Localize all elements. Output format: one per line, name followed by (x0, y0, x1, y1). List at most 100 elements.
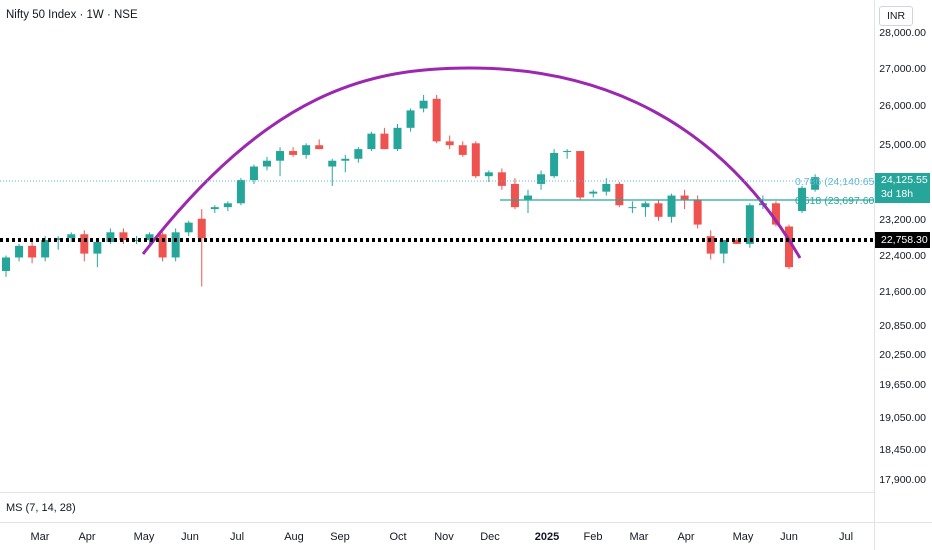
candle-body (2, 257, 10, 272)
candle-body (589, 191, 598, 194)
time-tick-label: Sep (330, 531, 350, 543)
candle-body (132, 240, 141, 242)
candle-body (732, 240, 741, 244)
dotted-level-badge: 22,758.30 (875, 232, 930, 248)
time-axis-separator (0, 522, 932, 523)
candle-body (184, 222, 193, 233)
time-tick-label: Jul (838, 531, 854, 543)
time-tick-label: Jun (780, 531, 798, 543)
candle-body (693, 199, 702, 225)
candle-body (510, 183, 519, 208)
candle-body (119, 232, 128, 241)
candle-body (158, 234, 167, 258)
price-tick-label: 27,000.00 (879, 63, 926, 75)
candle-body (328, 160, 337, 167)
candle-body (210, 207, 219, 210)
candle-body (667, 195, 676, 217)
currency-button[interactable]: INR (879, 6, 913, 26)
candle-body (54, 238, 63, 241)
time-tick-label: Dec (480, 531, 500, 543)
price-tick-label: 19,050.00 (879, 412, 926, 424)
candle-body (445, 141, 454, 146)
time-tick-label: Mar (629, 531, 649, 543)
candle-body (28, 245, 37, 258)
candle-body (550, 152, 559, 177)
candle-body (263, 160, 271, 167)
candle-body (367, 133, 376, 150)
time-tick-label: Apr (677, 531, 695, 543)
candle-body (80, 234, 89, 254)
candle-body (171, 232, 180, 258)
candles-layer (2, 94, 820, 287)
fib-618-label: 0.618 (23,697.60) (795, 195, 874, 207)
candle-body (719, 240, 728, 254)
price-tick-label: 17,900.00 (879, 474, 926, 486)
time-tick-label: May (732, 531, 754, 543)
candle-body (654, 203, 663, 217)
price-chart[interactable]: 0.786 (24,140.65) 0.618 (23,697.60) (0, 0, 874, 490)
candle-body (576, 151, 585, 198)
time-axis[interactable]: Mar Apr May Jun Jul Aug Sep Oct Nov Dec 2025 Feb Mar… (0, 523, 874, 550)
candle-body (354, 149, 363, 159)
time-tick-label: 2025 (534, 531, 560, 543)
candle-body (289, 151, 298, 155)
candle-body (249, 166, 258, 181)
candle-body (785, 226, 793, 268)
price-axis-separator (874, 0, 875, 550)
price-axis[interactable]: 28,000.0027,000.0026,000.0025,000.0024,0… (875, 0, 932, 522)
countdown-label: 3d 18h (881, 188, 914, 200)
candle-body (406, 110, 415, 128)
candle-body (341, 158, 350, 161)
time-tick-label: May (133, 531, 155, 543)
candle-body (197, 218, 206, 239)
price-tick-label: 26,000.00 (879, 100, 926, 112)
candle-body (484, 172, 493, 177)
price-tick-label: 18,450.00 (879, 444, 926, 456)
last-price-badge: 24,125.55 3d 18h (875, 173, 930, 203)
candle-body (15, 245, 24, 258)
candle-body (223, 203, 232, 208)
candle-body (680, 195, 689, 200)
candle-body (106, 232, 115, 242)
candle-body (615, 183, 624, 206)
candle-body (524, 195, 532, 200)
candle-body (276, 151, 285, 161)
price-tick-label: 20,250.00 (879, 349, 926, 361)
candle-body (471, 143, 480, 177)
candle-body (771, 203, 780, 225)
candle-body (602, 183, 611, 192)
candle-body (41, 240, 50, 258)
price-tick-label: 19,650.00 (879, 379, 926, 391)
arc-drawing[interactable] (141, 66, 802, 259)
candle-body (380, 133, 389, 150)
candle-body (67, 234, 76, 239)
fib-786-label: 0.786 (24,140.65) (795, 176, 874, 188)
time-tick-label: Aug (284, 531, 304, 543)
time-tick-label: Feb (583, 531, 603, 543)
price-tick-label: 28,000.00 (879, 27, 926, 39)
indicator-label[interactable]: MS (7, 14, 28) (6, 502, 76, 514)
price-tick-label: 23,200.00 (879, 214, 926, 226)
candle-body (236, 180, 245, 204)
price-tick-label: 20,850.00 (879, 320, 926, 332)
candle-body (432, 98, 441, 142)
price-tick-label: 25,000.00 (879, 139, 926, 151)
candle-body (315, 145, 324, 150)
pane-separator[interactable] (0, 492, 874, 493)
candle-body (145, 234, 154, 241)
candle-body (537, 174, 546, 184)
time-tick-label: Mar (30, 531, 50, 543)
candle-body (811, 177, 820, 190)
candle-body (93, 241, 102, 254)
price-tick-label: 22,400.00 (879, 250, 926, 262)
time-tick-label: Apr (78, 531, 96, 543)
candle-body (628, 207, 637, 209)
time-tick-label: Jun (181, 531, 199, 543)
candle-body (641, 203, 650, 208)
chart-title: Nifty 50 Index · 1W · NSE (6, 9, 138, 21)
time-tick-label: Jul (229, 531, 245, 543)
time-tick-label: Oct (389, 531, 407, 543)
price-tick-label: 21,600.00 (879, 286, 926, 298)
candle-body (393, 127, 402, 150)
candle-body (706, 236, 715, 254)
